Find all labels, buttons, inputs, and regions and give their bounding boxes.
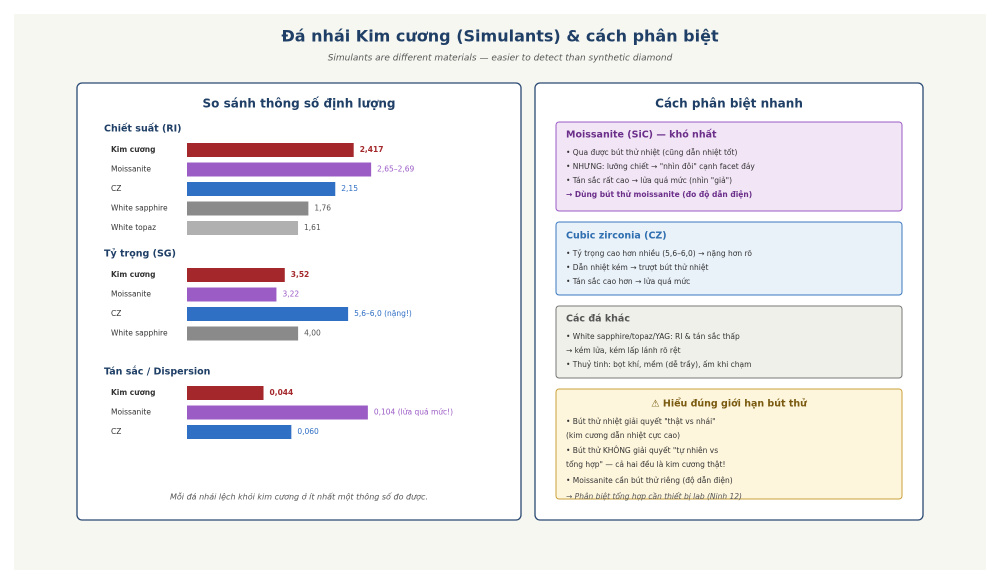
- card: [555, 305, 903, 379]
- card-title: Moissanite (SiC) — khó nhất: [566, 130, 717, 141]
- card-line: tổng hợp" — cả hai đều là kim cương thật…: [566, 460, 725, 469]
- category-label: Kim cương: [111, 270, 155, 279]
- value-label: 2,417: [360, 145, 384, 154]
- card-line: • Bút thử nhiệt giải quyết "thật vs nhái…: [566, 417, 716, 426]
- card-line: • Moissanite cần bút thử riêng (độ dẫn đ…: [566, 476, 733, 485]
- card-title: Cubic zirconia (CZ): [566, 231, 667, 242]
- category-label: CZ: [111, 309, 121, 318]
- footnote: Mỗi đá nhái lệch khỏi kim cương ở ít nhấ…: [170, 492, 428, 502]
- subtitle: Simulants are different materials — easi…: [328, 54, 673, 64]
- category-label: Kim cương: [111, 388, 155, 397]
- right-panel-title: Cách phân biệt nhanh: [655, 97, 803, 111]
- chart-title: Chiết suất (RI): [104, 124, 182, 135]
- chart-title: Tán sắc / Dispersion: [104, 367, 211, 378]
- value-label: 5,6–6,0 (nặng!): [354, 309, 412, 318]
- category-label: Moissanite: [111, 408, 151, 417]
- category-label: CZ: [111, 184, 121, 193]
- bar: [187, 201, 309, 216]
- chart-title: Tỷ trọng (SG): [104, 249, 176, 260]
- bar: [187, 405, 368, 420]
- bar: [187, 326, 299, 341]
- bar: [187, 307, 349, 321]
- bar: [187, 182, 336, 196]
- card-line: • Thuỷ tinh: bọt khí, mềm (dễ trầy), ấm …: [566, 360, 751, 369]
- card-line: • Tỷ trọng cao hơn nhiều (5,6–6,0) → nặn…: [566, 249, 752, 258]
- value-label: 0,044: [270, 388, 294, 397]
- value-label: 3,52: [291, 270, 310, 279]
- card-line: → Dùng bút thử moissanite (đo độ dẫn điệ…: [566, 190, 752, 199]
- value-label: 0,060: [297, 427, 319, 436]
- category-label: White sapphire: [111, 329, 168, 338]
- value-label: 2,15: [341, 184, 358, 193]
- title: Đá nhái Kim cương (Simulants) & cách phâ…: [281, 27, 719, 46]
- bar: [187, 386, 264, 400]
- bar: [187, 268, 285, 282]
- card-line: (kim cương dẫn nhiệt cực cao): [566, 431, 680, 440]
- value-label: 1,61: [304, 223, 321, 232]
- bar: [187, 143, 354, 157]
- card-title: ⚠ Hiểu đúng giới hạn bút thử: [651, 398, 807, 410]
- card-line: • White sapphire/topaz/YAG: RI & tán sắc…: [566, 332, 740, 341]
- value-label: 1,76: [314, 204, 331, 213]
- card: [555, 388, 903, 500]
- value-label: 4,00: [304, 329, 321, 338]
- bar: [187, 162, 372, 177]
- card-line: • Qua được bút thử nhiệt (cũng dẫn nhiệt…: [566, 148, 737, 157]
- card: [555, 221, 903, 296]
- card-line: • Tán sắc cao hơn → lửa quá mức: [566, 277, 690, 286]
- card-line: • NHƯNG: lưỡng chiết → "nhìn đôi" cạnh f…: [566, 162, 755, 171]
- card-title: Các đá khác: [566, 314, 630, 325]
- bar: [187, 221, 299, 235]
- value-label: 0,104 (lửa quá mức!): [374, 408, 453, 417]
- category-label: White topaz: [111, 223, 156, 232]
- card-line: • Dẫn nhiệt kém → trượt bút thử nhiệt: [566, 263, 708, 272]
- category-label: CZ: [111, 427, 121, 436]
- card-line: → kém lửa, kém lấp lánh rõ rệt: [566, 346, 681, 355]
- card-line: → Phân biệt tổng hợp cần thiết bị lab (N…: [566, 492, 742, 501]
- bar: [187, 425, 292, 439]
- value-label: 3,22: [282, 290, 299, 299]
- left-panel-title: So sánh thông số định lượng: [203, 97, 396, 111]
- value-label: 2,65–2,69: [377, 165, 414, 174]
- card-line: • Bút thử KHÔNG giải quyết "tự nhiên vs: [566, 446, 718, 455]
- category-label: Moissanite: [111, 290, 151, 299]
- category-label: White sapphire: [111, 204, 168, 213]
- category-label: Moissanite: [111, 165, 151, 174]
- card: [555, 121, 903, 212]
- category-label: Kim cương: [111, 145, 155, 154]
- bar: [187, 287, 277, 302]
- card-line: • Tán sắc rất cao → lửa quá mức (nhìn "g…: [566, 176, 732, 185]
